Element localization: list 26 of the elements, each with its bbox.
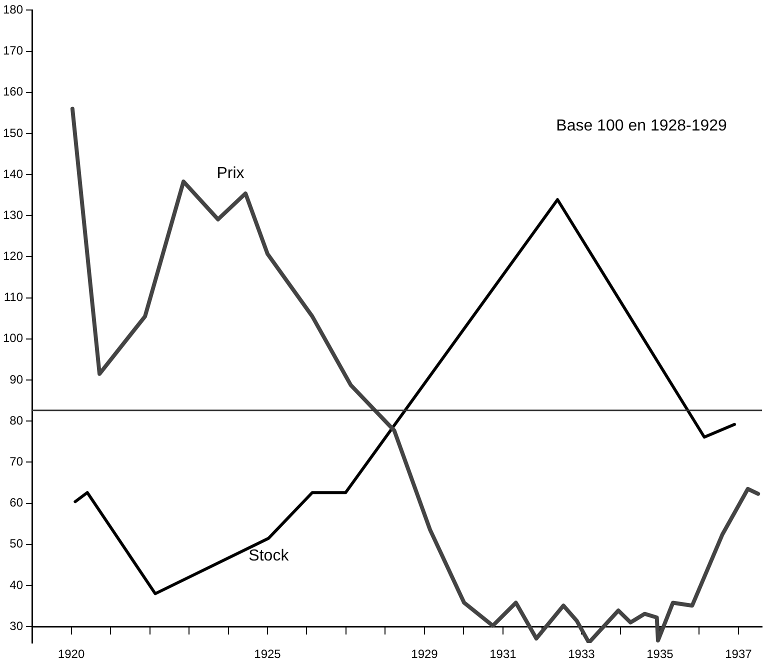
x-tick-label: 1925 bbox=[254, 647, 282, 662]
y-tick-label: 180 bbox=[2, 2, 24, 17]
y-tick-label: 80 bbox=[10, 413, 24, 428]
y-tick-label: 110 bbox=[4, 290, 24, 304]
y-tick-label: 150 bbox=[2, 126, 24, 140]
x-tick-label: 1920 bbox=[58, 647, 85, 662]
y-tick-label: 90 bbox=[10, 372, 24, 386]
y-tick-label: 100 bbox=[2, 331, 24, 346]
x-tick-label: 1937 bbox=[725, 647, 752, 662]
x-tick-label: 1931 bbox=[490, 647, 517, 662]
y-tick-label: 70 bbox=[10, 454, 24, 469]
y-tick-label: 140 bbox=[2, 166, 24, 181]
x-tick-label: 1929 bbox=[411, 647, 438, 662]
y-tick-label: 130 bbox=[2, 208, 24, 222]
series-label: Prix bbox=[216, 164, 244, 182]
x-tick-label: 1933 bbox=[568, 647, 596, 662]
y-tick-label: 40 bbox=[10, 578, 24, 592]
annotation: Base 100 en 1928-1929 bbox=[556, 118, 728, 135]
y-tick-label: 160 bbox=[2, 84, 24, 99]
series-label: Stock bbox=[248, 548, 290, 565]
y-tick-label: 120 bbox=[2, 249, 24, 264]
y-tick-label: 30 bbox=[10, 618, 24, 633]
y-tick-label: 50 bbox=[10, 536, 24, 551]
y-tick-label: 60 bbox=[10, 496, 24, 510]
x-tick-label: 1935 bbox=[646, 647, 674, 662]
y-tick-label: 170 bbox=[2, 44, 24, 58]
